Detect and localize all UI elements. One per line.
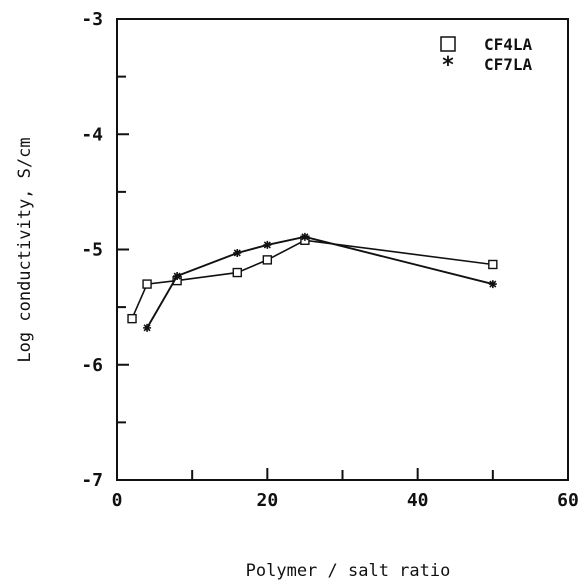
data-point-star: [143, 323, 152, 332]
x-axis-label: Polymer / salt ratio: [246, 561, 451, 581]
series-line: [146, 235, 494, 329]
y-tick-label: -7: [81, 470, 103, 491]
legend-label-cf4la: CF4LA: [484, 35, 533, 54]
data-point-star: [488, 280, 497, 289]
legend: CF4LA * CF7LA: [440, 35, 533, 78]
plot-frame: [116, 18, 569, 481]
data-point-star: [300, 232, 309, 241]
y-tick-label: -5: [81, 240, 103, 261]
series-line: [131, 239, 493, 319]
data-point-star: [173, 272, 182, 281]
series-cf7la: [143, 232, 497, 332]
data-point-square: [262, 255, 273, 265]
x-axis-ticks: [116, 468, 569, 480]
x-tick-label: 0: [112, 490, 123, 511]
data-point-star: [263, 240, 272, 249]
y-axis-label: Log conductivity, S/cm: [15, 137, 35, 362]
x-tick-label: 40: [407, 490, 429, 511]
legend-marker-square-icon: [440, 36, 456, 52]
x-axis-tick-labels: 0 20 40 60: [112, 490, 579, 511]
legend-label-cf7la: CF7LA: [484, 55, 533, 74]
y-tick-label: -4: [81, 124, 103, 145]
y-axis-ticks: [117, 18, 129, 481]
data-point-square: [127, 313, 137, 324]
data-point-star: [233, 248, 242, 257]
y-tick-label: -3: [81, 9, 103, 30]
x-tick-label: 20: [256, 490, 278, 511]
series-layer: [127, 232, 498, 332]
y-axis-tick-labels: -3 -4 -5 -6 -7: [81, 9, 103, 491]
legend-marker-star-icon: *: [441, 53, 454, 78]
x-tick-label: 60: [557, 490, 579, 511]
data-point-square: [142, 279, 152, 289]
series-cf4la: [127, 235, 498, 324]
data-point-square: [232, 267, 242, 278]
data-point-square: [488, 259, 498, 270]
y-tick-label: -6: [81, 355, 103, 376]
